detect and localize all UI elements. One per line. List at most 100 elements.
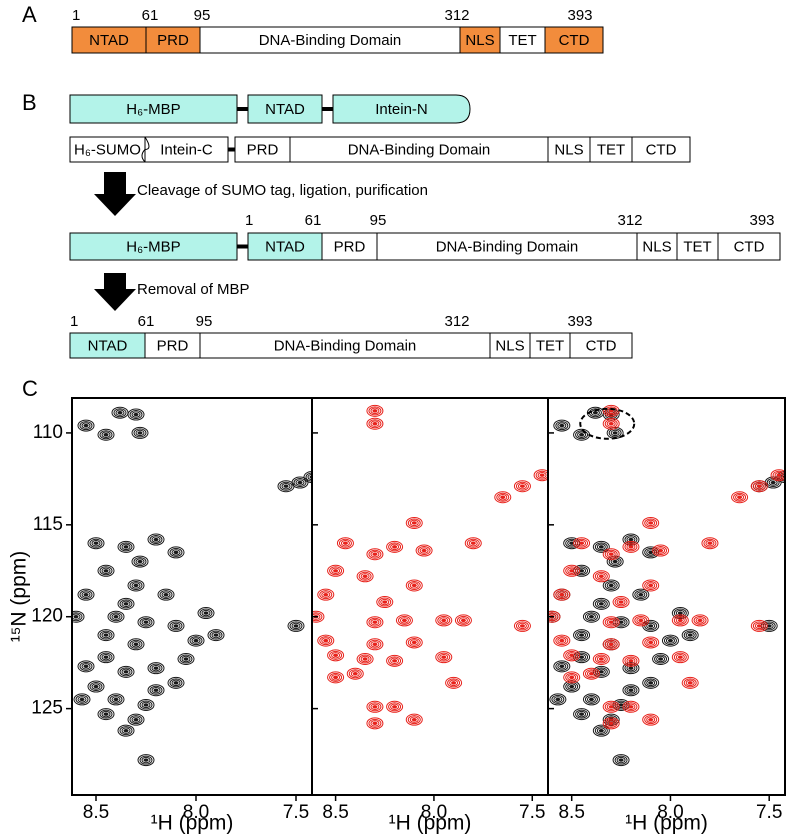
peak — [77, 588, 95, 601]
contour — [167, 619, 185, 632]
contour — [107, 693, 125, 706]
contour — [117, 724, 135, 737]
contour — [87, 680, 105, 693]
contour — [287, 619, 305, 632]
contour-core — [618, 703, 624, 707]
contour — [197, 607, 215, 620]
contour — [624, 663, 638, 673]
contour-core — [173, 624, 179, 628]
contour — [331, 674, 341, 681]
contour — [582, 610, 600, 623]
contour — [139, 755, 153, 765]
peak — [642, 546, 660, 559]
contour — [119, 599, 133, 609]
peak — [395, 614, 413, 627]
contour — [575, 709, 589, 719]
contour — [612, 596, 630, 609]
peak — [137, 698, 155, 711]
contour — [612, 754, 630, 767]
contour — [675, 609, 685, 617]
x-tick-label: 7.5 — [283, 802, 309, 823]
contour — [606, 720, 616, 727]
contour — [555, 421, 569, 431]
contour — [616, 756, 626, 764]
peak — [312, 610, 325, 623]
contour — [141, 619, 151, 626]
plot-frame — [547, 397, 786, 796]
contour-core — [628, 688, 634, 692]
domain-box — [717, 232, 781, 261]
contour-core — [608, 705, 614, 709]
peak — [602, 717, 620, 730]
contour — [179, 654, 193, 664]
contour-core — [392, 705, 398, 709]
domain-label: H₆-SUMO — [74, 141, 141, 158]
contour — [673, 608, 687, 618]
contour-core — [123, 728, 129, 733]
contour-core — [137, 431, 143, 435]
contour-core — [411, 521, 417, 525]
contour — [610, 429, 620, 437]
peak — [97, 564, 115, 577]
contour — [329, 650, 343, 660]
contour — [661, 634, 679, 647]
contour-core — [133, 717, 139, 722]
peak — [573, 651, 591, 664]
contour — [386, 540, 404, 553]
contour — [131, 411, 141, 418]
contour-core — [133, 642, 139, 646]
x-tick-label: 8.0 — [421, 802, 447, 823]
peak — [661, 634, 679, 647]
contour-core — [103, 655, 109, 659]
contour — [468, 539, 478, 547]
contour — [606, 619, 616, 626]
contour-core — [441, 618, 447, 623]
contour — [79, 661, 93, 671]
contour — [513, 480, 531, 493]
contour — [317, 588, 335, 601]
contour — [644, 621, 658, 631]
peak — [73, 693, 91, 706]
contour — [99, 430, 113, 440]
contour — [592, 597, 610, 610]
contour — [119, 542, 133, 552]
contour-core — [137, 559, 143, 564]
contour — [360, 655, 370, 663]
peak — [147, 533, 165, 546]
peak — [366, 548, 384, 561]
contour — [604, 639, 618, 649]
contour — [447, 678, 461, 688]
contour — [435, 614, 453, 627]
contour-core — [648, 550, 654, 555]
contour-core — [333, 675, 339, 680]
contour — [575, 538, 589, 548]
contour — [695, 617, 705, 624]
contour-core — [579, 633, 585, 637]
contour — [91, 539, 101, 547]
contour-core — [569, 541, 575, 545]
peak — [405, 713, 423, 726]
domain-box — [69, 136, 146, 163]
contour — [331, 652, 341, 659]
contour-core — [638, 592, 644, 597]
contour — [515, 481, 529, 491]
contour — [405, 636, 423, 649]
x-tick-label: 8.5 — [83, 802, 109, 823]
contour — [584, 694, 598, 704]
contour — [407, 715, 421, 725]
peak — [602, 700, 620, 713]
peak — [622, 662, 640, 675]
contour — [131, 426, 149, 439]
contour — [366, 638, 384, 651]
contour — [405, 516, 423, 529]
contour — [72, 612, 83, 622]
peak — [750, 480, 768, 493]
contour — [358, 571, 372, 581]
step-arrow — [94, 273, 136, 311]
peak — [622, 540, 640, 553]
contour — [567, 567, 577, 574]
domain-label: Intein-N — [375, 101, 428, 118]
contour — [596, 655, 606, 663]
contour — [642, 636, 660, 649]
contour — [91, 683, 101, 690]
